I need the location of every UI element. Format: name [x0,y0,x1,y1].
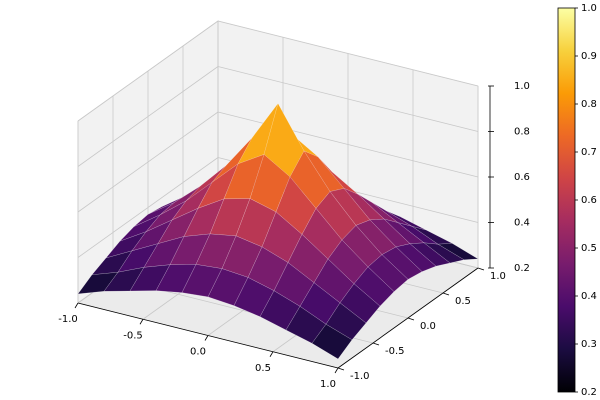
grid-line [77,111,219,213]
z-tick-label: 0.4 [514,218,530,229]
colorbar-tick-label: 0.4 [581,291,597,302]
surface-patch [409,242,451,267]
y-tick-label: 0.0 [420,321,436,332]
tick-mark [477,267,485,271]
colorbar-tick-label: 0.8 [581,99,597,110]
z-tick-label: 1.0 [514,81,530,92]
colorbar-tick-label: 1.0 [581,3,597,14]
colorbar-tick-label: 0.2 [581,387,597,398]
x-tick-label: -1.0 [58,314,78,325]
y-tick-label: 0.5 [455,296,471,307]
colorbar-tick-label: 0.5 [581,243,597,254]
y-tick-label: -0.5 [385,346,405,357]
x-tick-label: 0.0 [190,347,206,358]
colorbar-tick-label: 0.9 [581,51,597,62]
surface-patch [367,254,409,292]
tick-mark [204,335,209,341]
tick-mark [442,292,450,296]
x-tick-label: 0.5 [255,363,271,374]
grid-line [217,66,479,132]
surface-patch [437,243,479,261]
y-axis [337,267,479,369]
grid-line [217,20,479,87]
grid-line [77,20,219,122]
grid-line [77,157,219,258]
grid-line [217,111,479,178]
y-tick-label: 1.0 [490,271,506,282]
z-tick-label: 0.6 [514,172,530,183]
tick-mark [139,319,144,325]
tick-mark [407,317,415,321]
z-tick-label: 0.8 [514,127,530,138]
surface-patch [353,266,395,307]
z-tick-label: 0.2 [514,263,530,274]
colorbar [557,7,576,393]
surface-patch [339,283,381,324]
tick-mark [337,367,345,371]
x-tick-label: 1.0 [320,379,336,390]
grid-line [77,66,219,167]
tick-mark [334,367,339,374]
surface-patch [311,323,353,360]
surface-patch [395,243,437,272]
surface-patch [423,242,465,264]
tick-mark [372,342,380,346]
y-tick-label: -1.0 [350,371,370,382]
surface-patch [381,246,423,280]
x-tick-label: -0.5 [123,330,143,341]
colorbar-tick-label: 0.6 [581,195,597,206]
x-axis [77,302,339,369]
tick-mark [74,302,79,309]
colorbar-tick-label: 0.7 [581,147,597,158]
tick-mark [269,351,274,357]
colorbar-tick-label: 0.3 [581,339,597,350]
